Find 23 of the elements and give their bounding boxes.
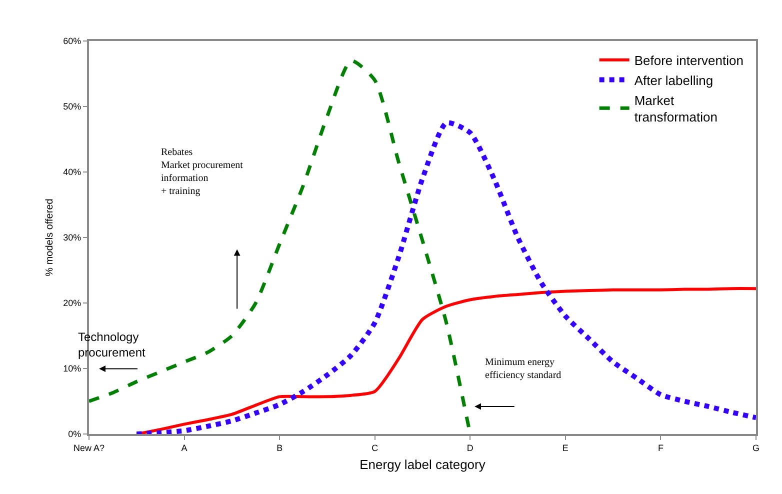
y-tick-label: 0% xyxy=(68,429,82,440)
x-axis-title: Energy label category xyxy=(360,456,486,472)
annotation: Minimum energy efficiency standard xyxy=(485,357,562,381)
y-tick-label: 10% xyxy=(63,364,82,374)
x-tick-label: G xyxy=(752,442,760,453)
x-tick-label: A xyxy=(181,442,188,453)
annotation: Rebates Market procurement information + training xyxy=(161,147,244,197)
y-tick-label: 60% xyxy=(63,36,82,46)
y-tick-label: 40% xyxy=(63,167,82,178)
annotation: Technology procurement xyxy=(78,330,146,360)
y-axis-title: % models offered xyxy=(44,198,56,276)
y-tick-label: 50% xyxy=(63,102,82,112)
legend-label: Before intervention xyxy=(634,52,744,68)
x-tick-label: B xyxy=(276,442,283,453)
y-tick-label: 20% xyxy=(63,298,82,308)
legend-label: After labelling xyxy=(634,72,714,88)
y-tick-label: 30% xyxy=(63,232,82,243)
x-tick-label: E xyxy=(562,442,568,453)
x-tick-label: C xyxy=(372,442,379,453)
x-tick-label: D xyxy=(466,442,474,453)
x-tick-label: New A? xyxy=(73,442,105,453)
legend-label: Market transformation xyxy=(634,92,718,125)
x-tick-label: F xyxy=(658,442,664,453)
